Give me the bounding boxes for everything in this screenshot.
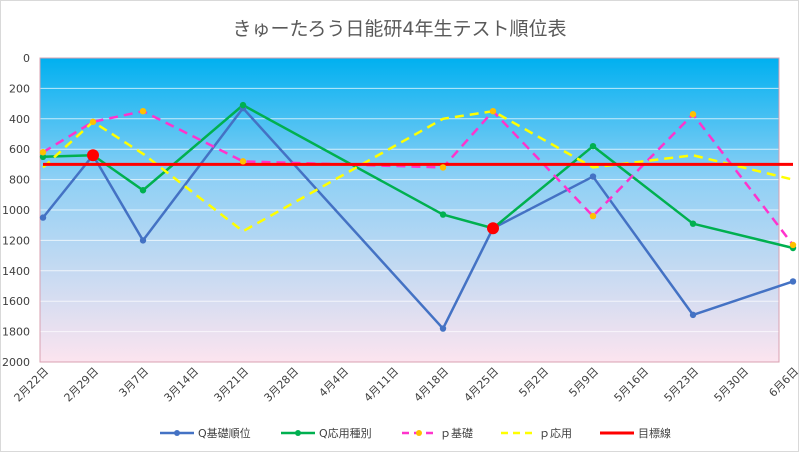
x-tick-label: 6月6日 bbox=[766, 365, 799, 400]
legend-label: ｐ応用 bbox=[539, 426, 572, 440]
x-tick-label: 4月11日 bbox=[362, 365, 402, 405]
legend-item: Q応用種別 bbox=[281, 426, 372, 440]
data-point bbox=[789, 278, 797, 285]
data-point bbox=[89, 118, 97, 126]
legend-item: ｐ応用 bbox=[501, 426, 572, 440]
y-axis-ticks: 0 200 400 600 800 1000 1200 1400 1600 1800 2000 bbox=[2, 52, 30, 369]
data-point bbox=[689, 111, 697, 118]
legend-label: Q応用種別 bbox=[319, 426, 372, 440]
y-tick-label: 200 bbox=[9, 82, 30, 95]
legend-marker bbox=[295, 430, 301, 436]
y-tick-label: 600 bbox=[9, 143, 30, 156]
x-tick-label: 3月28日 bbox=[262, 365, 302, 405]
legend: Q基礎順位 Q応用種別 ｐ基礎 ｐ応用 目標線 bbox=[160, 426, 671, 440]
legend-item: Q基礎順位 bbox=[160, 426, 251, 440]
data-point bbox=[139, 108, 147, 115]
data-point bbox=[39, 149, 47, 156]
data-point bbox=[589, 212, 597, 220]
x-tick-label: 5月23日 bbox=[662, 365, 702, 405]
y-tick-label: 1600 bbox=[2, 295, 30, 308]
chart-title: きゅーたろう日能研4年生テスト順位表 bbox=[232, 18, 567, 40]
data-point bbox=[589, 173, 597, 180]
data-point bbox=[439, 325, 447, 332]
x-tick-label: 5月2日 bbox=[516, 365, 551, 400]
legend-marker bbox=[416, 430, 422, 436]
legend-item: ｐ基礎 bbox=[402, 427, 473, 440]
x-tick-label: 4月25日 bbox=[462, 365, 502, 405]
legend-label: Q基礎順位 bbox=[198, 426, 251, 440]
series-line bbox=[42, 109, 794, 233]
legend-marker bbox=[174, 430, 180, 436]
data-point bbox=[689, 220, 697, 227]
x-tick-label: 2月22日 bbox=[12, 365, 52, 405]
y-tick-label: 1200 bbox=[2, 234, 30, 247]
y-tick-label: 2000 bbox=[2, 356, 30, 369]
y-tick-label: 400 bbox=[9, 113, 30, 126]
data-point bbox=[39, 153, 47, 160]
plot-border bbox=[39, 57, 780, 363]
highlight-point bbox=[87, 149, 99, 162]
x-tick-label: 5月9日 bbox=[566, 365, 601, 400]
data-point bbox=[489, 108, 497, 115]
y-tick-label: 0 bbox=[23, 52, 30, 65]
x-tick-label: 4月4日 bbox=[316, 365, 351, 400]
data-point bbox=[39, 214, 47, 221]
legend-item: 目標線 bbox=[600, 426, 671, 440]
data-point bbox=[689, 311, 697, 319]
data-point bbox=[239, 101, 247, 109]
y-tick-label: 1400 bbox=[2, 265, 30, 278]
legend-label: ｐ基礎 bbox=[440, 427, 473, 440]
highlight-point bbox=[487, 222, 499, 235]
gridlines bbox=[40, 87, 779, 333]
x-tick-label: 2月29日 bbox=[62, 365, 102, 405]
data-point bbox=[589, 142, 597, 150]
data-point bbox=[239, 158, 247, 165]
x-tick-label: 4月18日 bbox=[412, 365, 452, 405]
x-tick-label: 3月14日 bbox=[162, 365, 202, 405]
x-tick-label: 5月16日 bbox=[612, 365, 652, 405]
data-point bbox=[139, 237, 147, 244]
series-markers bbox=[39, 101, 797, 332]
x-tick-label: 3月21日 bbox=[212, 365, 252, 405]
y-tick-label: 1800 bbox=[2, 326, 30, 339]
x-axis-ticks: 2月22日 2月29日 3月7日 3月14日 3月21日 3月28日 4月4日 4月11日 4月… bbox=[12, 365, 799, 405]
y-tick-label: 800 bbox=[9, 174, 30, 187]
legend-label: 目標線 bbox=[638, 426, 671, 440]
data-point bbox=[439, 211, 447, 218]
data-point bbox=[139, 187, 147, 194]
x-tick-label: 5月30日 bbox=[712, 365, 752, 405]
x-tick-label: 3月7日 bbox=[116, 365, 151, 400]
y-tick-label: 1000 bbox=[2, 204, 30, 217]
data-point bbox=[439, 164, 447, 171]
data-point bbox=[789, 241, 797, 249]
